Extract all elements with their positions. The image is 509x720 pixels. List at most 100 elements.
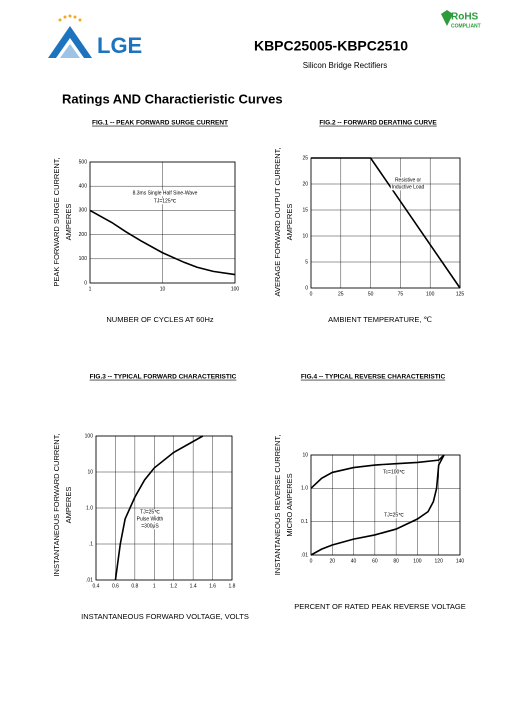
plot-frame (95, 435, 233, 581)
x-axis-label: AMBIENT TEMPERATURE, ℃ (328, 315, 432, 324)
annotation: =300μS (141, 523, 159, 529)
annotation-bg (152, 198, 178, 205)
x-tick-label: 10 (160, 286, 166, 292)
x-tick-label: 60 (372, 558, 378, 564)
curve (89, 209, 236, 276)
y-axis-label: INSTANTANEOUS REVERSE CURRENT, (273, 435, 282, 576)
annotation-bg (382, 469, 407, 476)
y-tick-label: 25 (302, 155, 308, 161)
y-tick-label: 15 (302, 207, 308, 213)
annotation: Pulse Width (137, 516, 164, 522)
y-tick-label: 10 (302, 233, 308, 239)
chart-title: FIG.4 -- TYPICAL REVERSE CHARACTERISTIC (301, 374, 446, 381)
x-tick-label: 0 (310, 558, 313, 564)
y-tick-label: .1 (89, 541, 93, 547)
annotation: TJ=25℃ (384, 512, 404, 518)
y-axis-label: AMPERES (285, 204, 294, 241)
y-tick-label: 100 (85, 433, 94, 439)
part-number: KBPC25005-KBPC2510 (254, 38, 408, 54)
rohs-sub: COMPLIANT (451, 23, 481, 29)
y-axis-label: INSTANTANEOUS FORWARD CURRENT, (52, 433, 61, 576)
y-tick-label: 300 (79, 208, 88, 214)
x-axis-label: PERCENT OF RATED PEAK REVERSE VOLTAGE (294, 602, 466, 611)
x-axis-label: INSTANTANEOUS FORWARD VOLTAGE, VOLTS (81, 612, 249, 621)
x-tick-label: 100 (426, 291, 435, 297)
x-tick-label: 1.6 (209, 583, 216, 589)
chart: FIG.1 -- PEAK FORWARD SURGE CURRENT 0 100 2… (52, 120, 239, 324)
annotation: TJ=25℃ (140, 509, 160, 515)
y-axis-label: AMPERES (64, 204, 73, 241)
x-tick-label: 0.4 (93, 583, 100, 589)
annotation: 8.3ms Single Half Sine-Wave (133, 190, 198, 196)
x-tick-label: 0.8 (131, 583, 138, 589)
y-tick-label: 100 (79, 256, 88, 262)
y-tick-label: 1.0 (301, 486, 308, 492)
annotation: Inductive Load (392, 184, 425, 190)
y-axis-label: AMPERES (64, 487, 73, 524)
x-tick-label: 20 (330, 558, 336, 564)
annotation-bg (390, 184, 426, 191)
plot-frame (89, 161, 236, 284)
x-tick-label: 140 (456, 558, 465, 564)
x-tick-label: 0 (310, 291, 313, 297)
y-tick-label: 200 (79, 232, 88, 238)
x-tick-label: 40 (351, 558, 357, 564)
y-tick-label: 5 (305, 259, 308, 265)
y-axis-label: MICRO AMPERES (285, 473, 294, 536)
y-tick-label: 0 (305, 285, 308, 291)
annotation-bg (393, 177, 423, 184)
annotation-bg (131, 190, 199, 197)
chart: FIG.3 -- TYPICAL FORWARD CHARACTERISTIC.… (52, 374, 249, 621)
x-tick-label: 0.6 (112, 583, 119, 589)
x-tick-label: 1 (89, 286, 92, 292)
section-title: Ratings AND Charactieristic Curves (62, 91, 283, 106)
annotation-bg (140, 523, 161, 530)
chart: FIG.2 -- FORWARD DERATING CURVE 0 5 10 15 20 2… (273, 120, 464, 324)
annotation-bg (383, 512, 406, 519)
x-tick-label: 25 (338, 291, 344, 297)
y-axis-label: AVERAGE FORWARD OUTPUT CURRENT, (273, 148, 282, 297)
y-tick-label: 20 (302, 181, 308, 187)
x-tick-label: 1 (153, 583, 156, 589)
x-tick-label: 80 (393, 558, 399, 564)
logo-text: LGE (97, 33, 142, 58)
y-tick-label: 400 (79, 184, 88, 190)
y-tick-label: 0.1 (301, 519, 308, 525)
plot-frame (310, 157, 461, 289)
x-tick-label: 125 (456, 291, 465, 297)
chart-title: FIG.2 -- FORWARD DERATING CURVE (319, 120, 437, 127)
x-tick-label: 75 (398, 291, 404, 297)
y-tick-label: 10 (302, 452, 308, 458)
curve (114, 435, 204, 581)
y-tick-label: 10 (87, 469, 93, 475)
chart-title: FIG.1 -- PEAK FORWARD SURGE CURRENT (92, 120, 228, 127)
y-tick-label: 1.0 (86, 505, 93, 511)
y-tick-label: .01 (301, 552, 308, 558)
y-tick-label: 0 (84, 280, 87, 286)
curve (310, 454, 445, 556)
annotation: Resistive or (395, 177, 421, 183)
subtitle: Silicon Bridge Rectifiers (303, 61, 387, 70)
x-axis-label: NUMBER OF CYCLES AT 60Hz (106, 315, 213, 324)
rohs: RoHS (451, 12, 479, 23)
logo-icon (48, 14, 92, 58)
x-tick-label: 100 (413, 558, 422, 564)
annotation-bg (135, 516, 165, 523)
y-axis-label: PEAK FORWARD SURGE CURRENT, (52, 157, 61, 286)
x-tick-label: 1.4 (190, 583, 197, 589)
y-tick-label: .01 (86, 577, 93, 583)
annotation: TJ=125℃ (154, 198, 177, 204)
chart: FIG.4 -- TYPICAL REVERSE CHARACTERISTIC.… (273, 374, 466, 611)
annotation: Tc=100℃ (383, 469, 405, 475)
chart-title: FIG.3 -- TYPICAL FORWARD CHARACTERISTIC (90, 374, 237, 381)
x-tick-label: 1.2 (170, 583, 177, 589)
plot-frame (310, 454, 461, 556)
x-tick-label: 100 (231, 286, 240, 292)
rohs-icon (441, 10, 453, 26)
x-tick-label: 120 (435, 558, 444, 564)
annotation-bg (139, 509, 162, 516)
x-tick-label: 1.8 (229, 583, 236, 589)
curve (311, 157, 461, 289)
